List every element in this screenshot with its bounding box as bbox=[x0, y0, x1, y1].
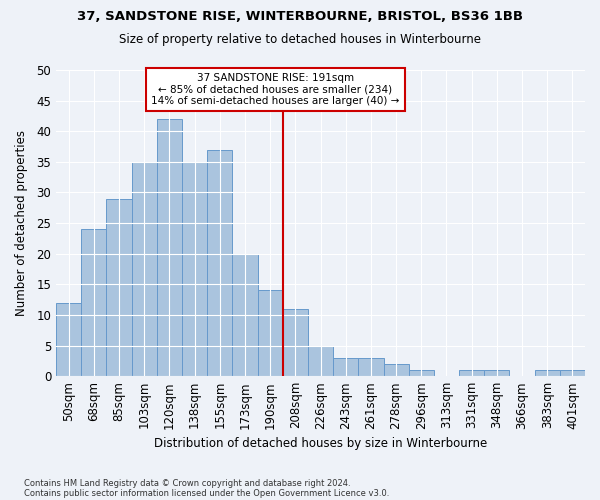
Bar bbox=[257, 290, 283, 376]
Bar bbox=[333, 358, 358, 376]
Text: 37 SANDSTONE RISE: 191sqm
← 85% of detached houses are smaller (234)
14% of semi: 37 SANDSTONE RISE: 191sqm ← 85% of detac… bbox=[151, 73, 400, 106]
Bar bbox=[157, 119, 182, 376]
Bar bbox=[459, 370, 484, 376]
Bar bbox=[383, 364, 409, 376]
Bar bbox=[409, 370, 434, 376]
Bar bbox=[81, 229, 106, 376]
Bar bbox=[56, 302, 81, 376]
Bar bbox=[207, 150, 232, 376]
Bar bbox=[560, 370, 585, 376]
Bar bbox=[182, 162, 207, 376]
Bar bbox=[131, 162, 157, 376]
Bar bbox=[106, 198, 131, 376]
Bar bbox=[358, 358, 383, 376]
Bar bbox=[484, 370, 509, 376]
Text: 37, SANDSTONE RISE, WINTERBOURNE, BRISTOL, BS36 1BB: 37, SANDSTONE RISE, WINTERBOURNE, BRISTO… bbox=[77, 10, 523, 23]
Bar bbox=[232, 254, 257, 376]
Bar bbox=[283, 309, 308, 376]
Bar bbox=[535, 370, 560, 376]
Text: Contains public sector information licensed under the Open Government Licence v3: Contains public sector information licen… bbox=[24, 488, 389, 498]
Text: Contains HM Land Registry data © Crown copyright and database right 2024.: Contains HM Land Registry data © Crown c… bbox=[24, 478, 350, 488]
Bar bbox=[308, 346, 333, 376]
X-axis label: Distribution of detached houses by size in Winterbourne: Distribution of detached houses by size … bbox=[154, 437, 487, 450]
Y-axis label: Number of detached properties: Number of detached properties bbox=[15, 130, 28, 316]
Text: Size of property relative to detached houses in Winterbourne: Size of property relative to detached ho… bbox=[119, 32, 481, 46]
